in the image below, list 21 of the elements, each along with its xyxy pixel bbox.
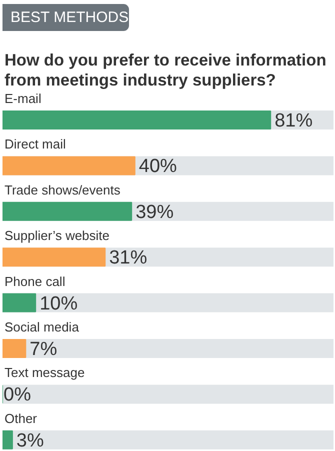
data-label: 31% bbox=[109, 248, 148, 269]
data-label: 10% bbox=[40, 293, 78, 314]
data-label: 40% bbox=[138, 156, 178, 178]
y-tick-label: Supplier’s website bbox=[4, 228, 110, 244]
data-label: 7% bbox=[30, 339, 58, 360]
data-label: 39% bbox=[136, 202, 174, 223]
y-tick-label: Direct mail bbox=[4, 136, 66, 152]
data-label: 0% bbox=[4, 384, 32, 406]
chart-subtitle: How do you prefer to receive information from meetings industry suppliers? bbox=[4, 52, 326, 90]
y-tick-label: Trade shows/events bbox=[4, 182, 121, 198]
data-label: 3% bbox=[16, 430, 44, 451]
bar bbox=[2, 430, 13, 450]
y-tick-label: Social media bbox=[4, 320, 80, 334]
bar bbox=[2, 293, 36, 312]
y-tick-label: Text message bbox=[4, 365, 85, 380]
y-tick-label: Other bbox=[4, 410, 38, 426]
y-tick-label: Phone call bbox=[4, 274, 66, 289]
bar bbox=[2, 339, 26, 358]
y-tick-label: E-mail bbox=[4, 91, 42, 106]
data-label: 81% bbox=[274, 110, 313, 132]
chart-title: BEST METHODS bbox=[10, 9, 129, 26]
